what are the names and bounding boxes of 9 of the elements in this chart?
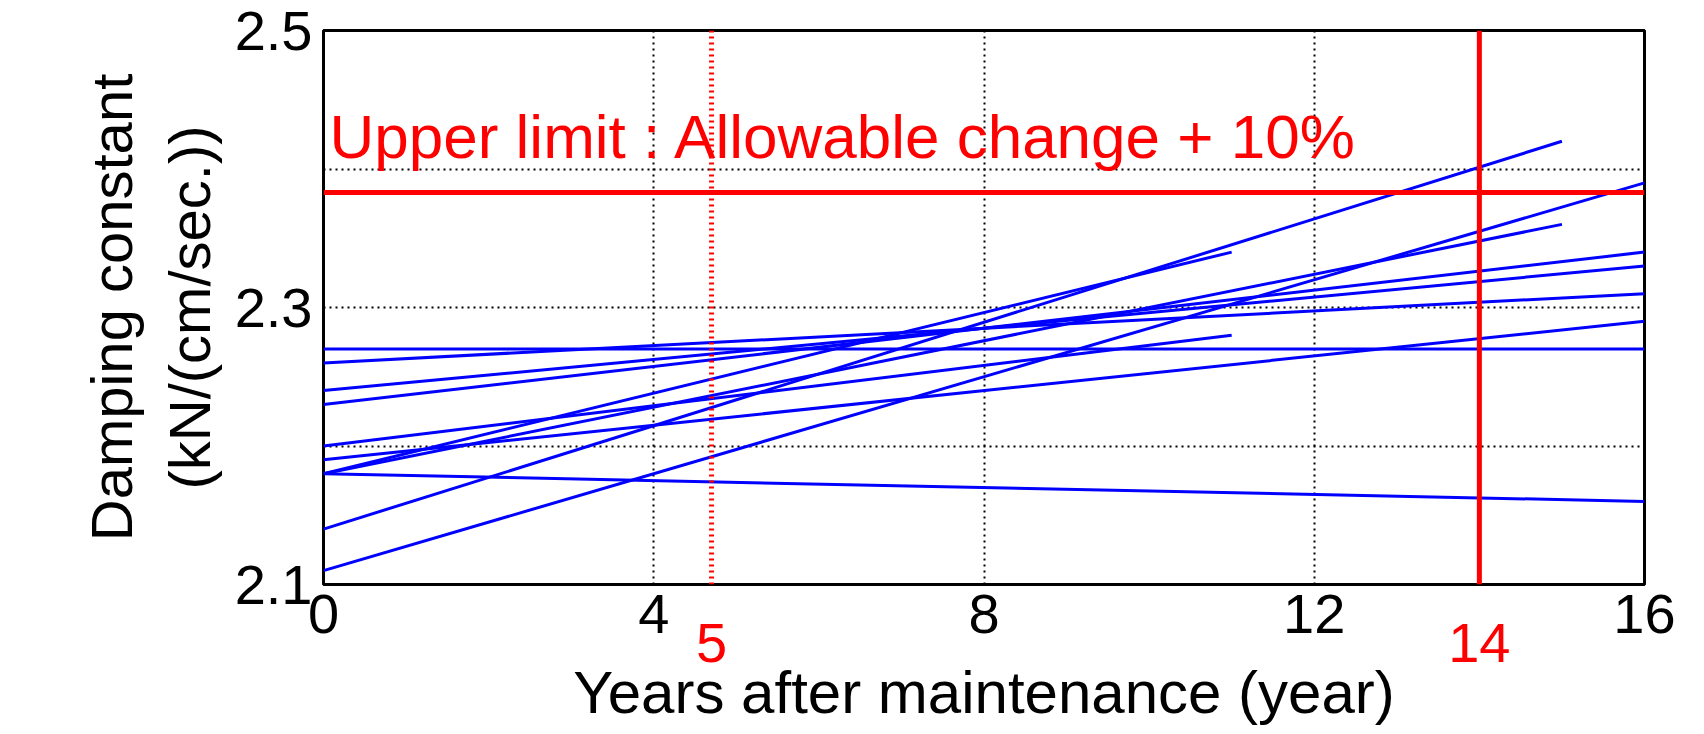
x-tick-label: 16 [1613,581,1676,645]
x-tick-label: 4 [638,581,670,645]
y-tick-label: 2.3 [234,275,313,339]
ref-line-label: Upper limit : Allowable change + 10% [329,101,1355,171]
y-tick-label: 2.5 [234,0,313,62]
ref-line-label: 14 [1448,610,1511,674]
x-tick-label: 8 [968,581,1000,645]
y-axis-title: Damping constant (kN/(cm/sec.)) [78,73,222,542]
x-tick-label: 12 [1283,581,1346,645]
